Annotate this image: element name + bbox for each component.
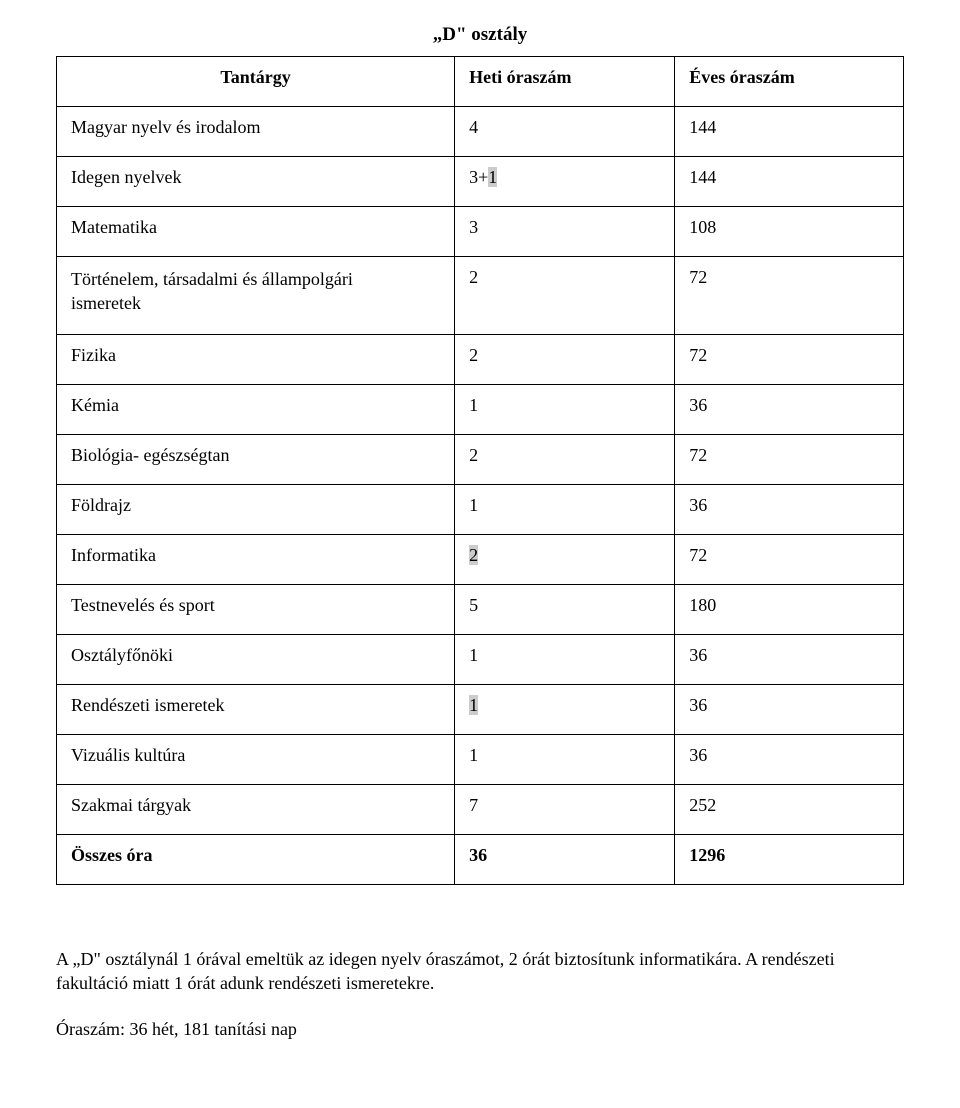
weekly-cell: 1: [455, 384, 675, 434]
weekly-cell: 3+1: [455, 157, 675, 207]
subject-cell: Fizika: [57, 334, 455, 384]
weekly-cell: 2: [455, 534, 675, 584]
subject-cell: Magyar nyelv és irodalom: [57, 107, 455, 157]
table-row: Testnevelés és sport 5 180: [57, 584, 904, 634]
weekly-prefix: 3+: [469, 167, 488, 187]
weekly-cell: 4: [455, 107, 675, 157]
subject-cell: Testnevelés és sport: [57, 584, 455, 634]
table-row: Kémia 1 36: [57, 384, 904, 434]
notes-section: A „D" osztálynál 1 órával emeltük az ide…: [56, 947, 904, 1042]
table-row: Vizuális kultúra 1 36: [57, 734, 904, 784]
subject-line-2: ismeretek: [71, 293, 141, 313]
yearly-cell: 72: [675, 534, 904, 584]
yearly-cell: 144: [675, 157, 904, 207]
table-row: Informatika 2 72: [57, 534, 904, 584]
curriculum-table: Tantárgy Heti óraszám Éves óraszám Magya…: [56, 56, 904, 885]
yearly-cell: 36: [675, 384, 904, 434]
weekly-cell: 1: [455, 734, 675, 784]
table-row: Szakmai tárgyak 7 252: [57, 784, 904, 834]
subject-cell: Osztályfőnöki: [57, 634, 455, 684]
yearly-cell: 1296: [675, 834, 904, 884]
weekly-cell: 1: [455, 684, 675, 734]
yearly-cell: 108: [675, 207, 904, 257]
note-paragraph-2: Óraszám: 36 hét, 181 tanítási nap: [56, 1017, 904, 1041]
table-row: Fizika 2 72: [57, 334, 904, 384]
weekly-cell: 5: [455, 584, 675, 634]
subject-cell: Vizuális kultúra: [57, 734, 455, 784]
weekly-cell: 1: [455, 484, 675, 534]
weekly-highlight: 1: [488, 167, 497, 187]
subject-line-1: Történelem, társadalmi és állampolgári: [71, 269, 353, 289]
table-row: Magyar nyelv és irodalom 4 144: [57, 107, 904, 157]
table-row: Történelem, társadalmi és állampolgári i…: [57, 257, 904, 335]
yearly-cell: 180: [675, 584, 904, 634]
weekly-cell: 3: [455, 207, 675, 257]
yearly-cell: 36: [675, 684, 904, 734]
yearly-cell: 252: [675, 784, 904, 834]
yearly-cell: 72: [675, 334, 904, 384]
table-row: Biológia- egészségtan 2 72: [57, 434, 904, 484]
subject-cell: Informatika: [57, 534, 455, 584]
subject-cell: Idegen nyelvek: [57, 157, 455, 207]
yearly-cell: 36: [675, 484, 904, 534]
subject-cell: Kémia: [57, 384, 455, 434]
col-header-weekly: Heti óraszám: [455, 57, 675, 107]
table-row: Idegen nyelvek 3+1 144: [57, 157, 904, 207]
weekly-cell: 1: [455, 634, 675, 684]
yearly-cell: 36: [675, 734, 904, 784]
subject-cell: Összes óra: [57, 834, 455, 884]
weekly-cell: 2: [455, 434, 675, 484]
subject-cell: Történelem, társadalmi és állampolgári i…: [57, 257, 455, 335]
weekly-highlight: 1: [469, 695, 478, 715]
subject-cell: Szakmai tárgyak: [57, 784, 455, 834]
page-title: „D" osztály: [56, 24, 904, 46]
table-row: Földrajz 1 36: [57, 484, 904, 534]
weekly-cell: 7: [455, 784, 675, 834]
yearly-cell: 72: [675, 434, 904, 484]
col-header-yearly: Éves óraszám: [675, 57, 904, 107]
weekly-cell: 36: [455, 834, 675, 884]
subject-cell: Rendészeti ismeretek: [57, 684, 455, 734]
weekly-cell: 2: [455, 334, 675, 384]
weekly-cell: 2: [455, 257, 675, 335]
yearly-cell: 36: [675, 634, 904, 684]
yearly-cell: 72: [675, 257, 904, 335]
table-row: Matematika 3 108: [57, 207, 904, 257]
table-row: Osztályfőnöki 1 36: [57, 634, 904, 684]
weekly-highlight: 2: [469, 545, 478, 565]
subject-cell: Földrajz: [57, 484, 455, 534]
subject-cell: Matematika: [57, 207, 455, 257]
subject-cell: Biológia- egészségtan: [57, 434, 455, 484]
table-row-total: Összes óra 36 1296: [57, 834, 904, 884]
note-paragraph-1: A „D" osztálynál 1 órával emeltük az ide…: [56, 947, 904, 996]
table-header-row: Tantárgy Heti óraszám Éves óraszám: [57, 57, 904, 107]
yearly-cell: 144: [675, 107, 904, 157]
table-row: Rendészeti ismeretek 1 36: [57, 684, 904, 734]
col-header-subject: Tantárgy: [57, 57, 455, 107]
